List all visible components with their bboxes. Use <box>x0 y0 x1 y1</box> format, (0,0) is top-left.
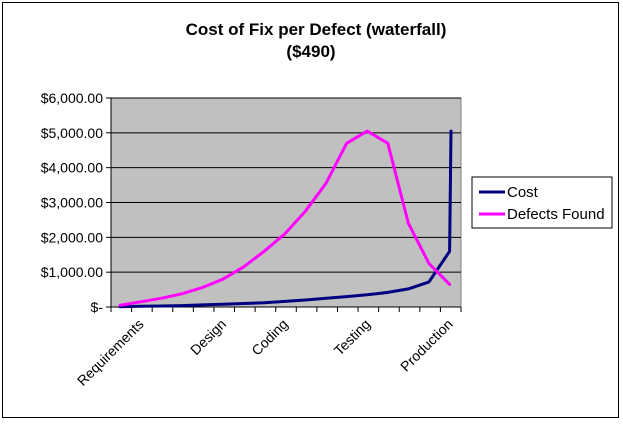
legend-box <box>471 176 613 229</box>
y-tick-label-5: $5,000.00 <box>41 125 103 141</box>
series-line-defects-found <box>118 129 452 307</box>
legend: Cost Defects Found <box>471 176 613 229</box>
x-tick-label-1: Design <box>187 316 229 358</box>
chart-subtitle: ($490) <box>286 42 335 61</box>
y-tick-label-1: $1,000.00 <box>41 264 103 280</box>
x-tick-label-2: Coding <box>248 316 291 359</box>
gridlines <box>111 97 461 273</box>
y-tick-label-6: $6,000.00 <box>41 90 103 106</box>
chart-title: Cost of Fix per Defect (waterfall) <box>186 20 447 39</box>
x-tick-label-0: Requirements <box>74 316 147 389</box>
series-group <box>118 129 453 309</box>
y-tick-label-3: $3,000.00 <box>41 195 103 211</box>
y-tick-label-2: $2,000.00 <box>41 229 103 245</box>
series-line-cost <box>118 129 453 309</box>
x-tick-label-4: Production <box>397 316 456 375</box>
x-axis: Requirements Design Coding Testing Productio… <box>74 306 462 389</box>
x-tick-label-3: Testing <box>331 316 374 359</box>
legend-label-cost: Cost <box>507 184 539 201</box>
legend-label-defects-found: Defects Found <box>507 206 605 223</box>
y-tick-label-0: $- <box>91 299 104 315</box>
y-axis: $- $1,000.00 $2,000.00 $3,000.00 $4,000.00 $5… <box>41 90 112 315</box>
y-tick-label-4: $4,000.00 <box>41 160 103 176</box>
